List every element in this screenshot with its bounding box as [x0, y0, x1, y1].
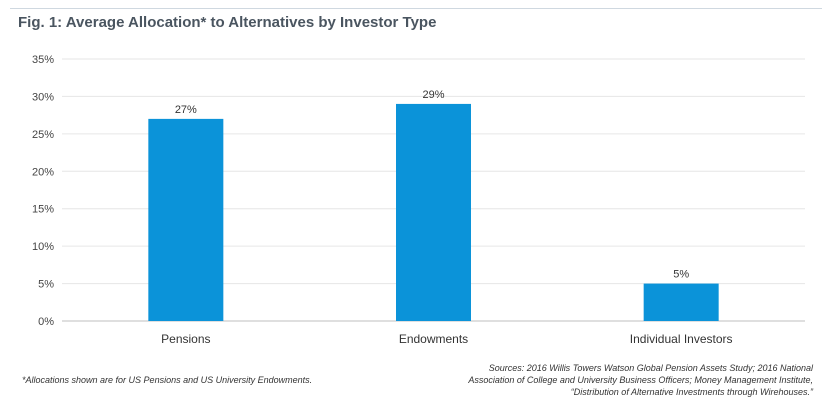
y-tick-label: 10%	[32, 241, 54, 253]
y-tick-label: 15%	[32, 204, 54, 216]
sources-line: “Distribution of Alternative Investments…	[570, 387, 813, 397]
x-category-label: Pensions	[161, 332, 210, 346]
y-tick-label: 20%	[32, 166, 54, 178]
y-axis-ticks: 0% 5% 10% 15% 20% 25% 30% 35%	[32, 54, 54, 328]
chart-title: Fig. 1: Average Allocation* to Alternati…	[18, 14, 437, 31]
footnote: *Allocations shown are for US Pensions a…	[22, 375, 313, 385]
x-category-label: Individual Investors	[630, 332, 733, 346]
y-tick-label: 30%	[32, 91, 54, 103]
data-labels: 27% 29% 5%	[175, 89, 690, 281]
sources-line: Sources: 2016 Willis Towers Watson Globa…	[488, 363, 813, 373]
bar	[148, 118, 224, 321]
y-tick-label: 5%	[38, 279, 54, 291]
sources-line: Association of College and University Bu…	[468, 375, 813, 385]
x-category-label: Endowments	[399, 332, 468, 346]
x-axis-categories: Pensions Endowments Individual Investors	[161, 332, 732, 346]
y-tick-label: 25%	[32, 129, 54, 141]
bar	[643, 283, 719, 321]
data-label: 29%	[422, 89, 444, 101]
bar	[396, 103, 471, 322]
bars	[148, 103, 719, 322]
y-tick-label: 0%	[38, 316, 54, 328]
data-label: 27%	[175, 104, 197, 116]
data-label: 5%	[673, 269, 689, 281]
sources-note: Sources: 2016 Willis Towers Watson Globa…	[393, 362, 813, 398]
top-divider	[10, 8, 822, 9]
y-tick-label: 35%	[32, 54, 54, 66]
